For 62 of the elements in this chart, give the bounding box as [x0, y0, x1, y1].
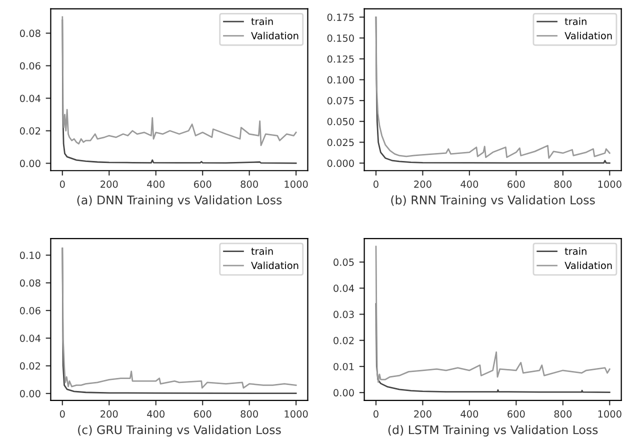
y-tick-label: 0.000: [327, 160, 354, 167]
legend-label: train: [564, 247, 586, 255]
line-series: [375, 246, 610, 383]
y-tick-label: 0.050: [327, 118, 354, 126]
y-tick-label: 0.025: [327, 138, 354, 146]
legend-label: Validation: [251, 262, 298, 270]
x-tick-label: 0: [60, 180, 65, 188]
x-tick-label: 800: [240, 410, 258, 418]
x-tick-label: 1000: [284, 180, 308, 188]
y-tick-label: 0.02: [20, 127, 40, 135]
x-tick-label: 200: [100, 410, 118, 418]
x-tick-label: 0: [374, 180, 378, 188]
y-tick-label: 0.04: [20, 94, 40, 102]
y-tick-label: 0.01: [334, 362, 354, 370]
legend-label: Validation: [564, 262, 612, 270]
y-tick-label: 0.00: [20, 390, 40, 398]
x-tick-label: 200: [414, 180, 432, 188]
legend-label: Validation: [564, 32, 612, 40]
y-tick-label: 0.125: [327, 55, 354, 63]
x-tick-label: 0: [60, 410, 65, 418]
x-tick-label: 400: [147, 180, 164, 188]
x-tick-label: 600: [194, 180, 212, 188]
y-tick-label: 0.05: [334, 258, 354, 266]
x-tick-label: 0: [374, 410, 378, 418]
y-tick-label: 0.150: [327, 34, 354, 42]
y-tick-label: 0.10: [20, 252, 40, 260]
x-axis-title: (c) GRU Training vs Validation Loss: [78, 425, 281, 437]
x-tick-label: 200: [100, 180, 118, 188]
y-tick-label: 0.00: [20, 160, 40, 168]
y-tick-label: 0.02: [20, 362, 40, 370]
y-tick-label: 0.04: [334, 284, 354, 292]
y-tick-label: 0.00: [334, 389, 354, 396]
y-tick-label: 0.08: [20, 279, 40, 287]
x-tick-label: 600: [194, 410, 212, 418]
x-axis-title: (d) LSTM Training vs Validation Loss: [388, 425, 598, 437]
legend-label: train: [251, 18, 273, 26]
y-tick-label: 0.06: [20, 306, 40, 314]
x-tick-label: 400: [460, 410, 478, 418]
y-tick-label: 0.04: [20, 334, 40, 342]
x-tick-label: 800: [554, 180, 572, 188]
x-tick-label: 1000: [598, 410, 622, 418]
x-axis-title: (a) DNN Training vs Validation Loss: [77, 195, 282, 207]
legend-label: Validation: [251, 32, 298, 40]
x-tick-label: 200: [414, 410, 432, 418]
y-tick-label: 0.175: [327, 14, 354, 21]
x-axis-title: (b) RNN Training vs Validation Loss: [391, 195, 595, 207]
y-tick-label: 0.100: [327, 76, 354, 84]
x-tick-label: 400: [147, 410, 164, 418]
x-tick-label: 1000: [598, 180, 622, 188]
y-tick-label: 0.02: [334, 336, 354, 344]
x-tick-label: 400: [460, 180, 478, 188]
x-tick-label: 800: [240, 180, 258, 188]
x-tick-label: 600: [508, 410, 525, 418]
legend-label: train: [251, 247, 273, 255]
y-tick-label: 0.06: [20, 62, 40, 70]
y-tick-label: 0.03: [334, 310, 354, 318]
y-tick-label: 0.08: [20, 30, 40, 38]
x-tick-label: 800: [554, 410, 572, 418]
x-tick-label: 1000: [284, 410, 308, 418]
legend-label: train: [564, 18, 586, 26]
x-tick-label: 600: [508, 180, 525, 188]
y-tick-label: 0.075: [327, 97, 354, 104]
